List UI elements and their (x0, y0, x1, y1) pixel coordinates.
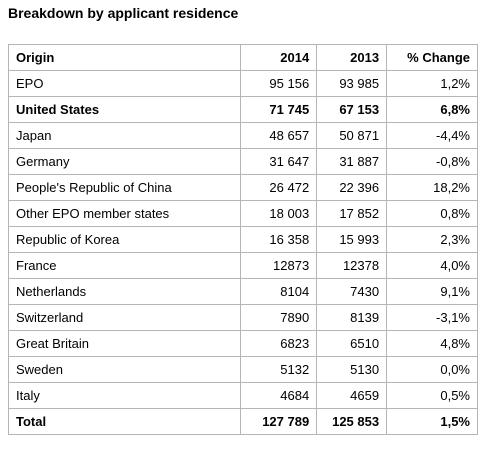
table-cell: 2,3% (386, 226, 478, 253)
table-cell: 6,8% (386, 96, 478, 123)
table-cell: 4684 (240, 382, 318, 409)
table-cell: -3,1% (386, 304, 478, 331)
table-cell: Germany (7, 148, 242, 175)
table-cell: France (7, 252, 242, 279)
table-cell: 7890 (240, 304, 318, 331)
table-row: Great Britain 6823 6510 4,8% (7, 330, 478, 357)
table-row: France 12873 12378 4,0% (7, 252, 478, 279)
table-cell: 127 789 (240, 408, 318, 435)
table-title: Breakdown by applicant residence (8, 5, 239, 21)
table-row: Republic of Korea 16 358 15 993 2,3% (7, 226, 478, 253)
table-cell: 0,0% (386, 356, 478, 383)
table-cell: 4,0% (386, 252, 478, 279)
table-cell: 5130 (316, 356, 388, 383)
table-cell: Switzerland (7, 304, 242, 331)
data-table: Origin 2014 2013% Change EPO 95 156 93 985 1,… (7, 44, 478, 435)
table-cell: Italy (7, 382, 242, 409)
table-cell: EPO (7, 70, 242, 97)
table-cell: 0,8% (386, 200, 478, 227)
table-cell: Netherlands (7, 278, 242, 305)
table-cell: 8139 (316, 304, 388, 331)
table-cell: 4659 (316, 382, 388, 409)
table-cell: 50 871 (316, 122, 388, 149)
table-row: United States 71 745 67 153 6,8% (7, 96, 478, 123)
total-row: Total 127 789 125 853 1,5% (7, 408, 478, 435)
table-row: Switzerland 7890 8139 -3,1% (7, 304, 478, 331)
table-cell: 18,2% (386, 174, 478, 201)
table-row: Italy 4684 4659 0,5% (7, 382, 478, 409)
header-cell: Origin (7, 44, 242, 71)
header-cell: 2013 (316, 44, 388, 71)
table-cell: Total (7, 408, 242, 435)
table-row: Japan 48 657 50 871 -4,4% (7, 122, 478, 149)
table-cell: 31 647 (240, 148, 318, 175)
table-cell: 67 153 (316, 96, 388, 123)
table-cell: Great Britain (7, 330, 242, 357)
table-cell: Republic of Korea (7, 226, 242, 253)
table-cell: Sweden (7, 356, 242, 383)
table-cell: 125 853 (316, 408, 388, 435)
table-row: EPO 95 156 93 985 1,2% (7, 70, 478, 97)
table-cell: 1,5% (386, 408, 478, 435)
table-cell: 16 358 (240, 226, 318, 253)
table-cell: 95 156 (240, 70, 318, 97)
table-cell: 4,8% (386, 330, 478, 357)
table-cell: 6510 (316, 330, 388, 357)
header-cell: % Change (386, 44, 478, 71)
table-cell: 71 745 (240, 96, 318, 123)
header-row: Origin 2014 2013% Change (7, 44, 478, 71)
table-cell: 12378 (316, 252, 388, 279)
table-cell: People's Republic of China (7, 174, 242, 201)
table-row: People's Republic of China 26 472 22 396 18… (7, 174, 478, 201)
table-cell: 6823 (240, 330, 318, 357)
table-cell: 93 985 (316, 70, 388, 97)
table-cell: 5132 (240, 356, 318, 383)
table-cell: 12873 (240, 252, 318, 279)
table-header: Origin 2014 2013% Change (7, 44, 478, 71)
table-cell: 15 993 (316, 226, 388, 253)
table-cell: 0,5% (386, 382, 478, 409)
table-row: Sweden 5132 5130 0,0% (7, 356, 478, 383)
table-body: EPO 95 156 93 985 1,2% United States 71 745 67… (7, 70, 478, 435)
table-cell: 8104 (240, 278, 318, 305)
table-cell: -0,8% (386, 148, 478, 175)
table-cell: 48 657 (240, 122, 318, 149)
table-cell: 18 003 (240, 200, 318, 227)
header-cell: 2014 (240, 44, 318, 71)
table-cell: 17 852 (316, 200, 388, 227)
table-cell: Japan (7, 122, 242, 149)
table-row: Germany 31 647 31 887 -0,8% (7, 148, 478, 175)
table-cell: 31 887 (316, 148, 388, 175)
table-cell: 7430 (316, 278, 388, 305)
table-cell: United States (7, 96, 242, 123)
table-cell: Other EPO member states (7, 200, 242, 227)
table-row: Other EPO member states 18 003 17 852 0,8% (7, 200, 478, 227)
table-row: Netherlands 8104 7430 9,1% (7, 278, 478, 305)
table-cell: 1,2% (386, 70, 478, 97)
table-cell: -4,4% (386, 122, 478, 149)
table-cell: 26 472 (240, 174, 318, 201)
table-cell: 22 396 (316, 174, 388, 201)
table-cell: 9,1% (386, 278, 478, 305)
